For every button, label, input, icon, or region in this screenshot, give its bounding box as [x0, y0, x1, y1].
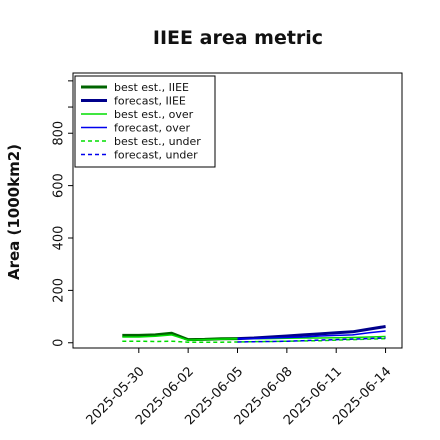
y-tick-label: 400	[52, 226, 67, 251]
series-line-forecast-iiee	[237, 325, 386, 341]
legend-label-best-est-under: best est., under	[114, 135, 201, 148]
series-line-forecast-under	[237, 337, 386, 343]
y-tick-label: 600	[52, 173, 67, 198]
legend-label-forecast-under: forecast, under	[114, 149, 198, 162]
legend-label-forecast-over: forecast, over	[114, 122, 190, 135]
y-tick-label: 0	[52, 339, 67, 347]
y-tick-label: 200	[52, 278, 67, 303]
plot-layer	[122, 325, 386, 343]
chart-title: IIEE area metric	[153, 27, 323, 49]
series-line-forecast-over	[237, 330, 386, 340]
y-tick-label: 800	[52, 121, 67, 146]
legend-label-forecast-iiee: forecast, IIEE	[114, 95, 186, 108]
legend-label-best-est-iiee: best est., IIEE	[114, 81, 189, 94]
series-line-best-est-under	[122, 337, 386, 343]
y-axis-label: Area (1000km2)	[5, 144, 23, 280]
legend-box	[74, 75, 216, 168]
legend-label-best-est-over: best est., over	[114, 108, 194, 121]
